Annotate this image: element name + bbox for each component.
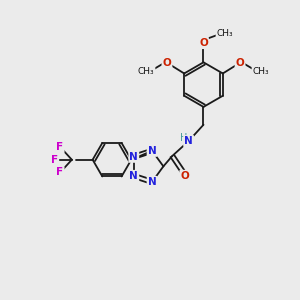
Text: O: O xyxy=(180,171,189,181)
Text: F: F xyxy=(56,142,64,152)
Text: N: N xyxy=(129,152,138,162)
Text: CH₃: CH₃ xyxy=(138,68,154,76)
Text: N: N xyxy=(184,136,193,146)
Text: N: N xyxy=(129,171,138,181)
Text: N: N xyxy=(148,177,157,187)
Text: O: O xyxy=(163,58,171,68)
Text: O: O xyxy=(236,58,244,68)
Text: CH₃: CH₃ xyxy=(253,68,269,76)
Text: F: F xyxy=(56,167,64,177)
Text: O: O xyxy=(199,38,208,48)
Text: N: N xyxy=(148,146,157,156)
Text: H: H xyxy=(180,133,187,142)
Text: CH₃: CH₃ xyxy=(217,29,233,38)
Text: F: F xyxy=(51,155,58,165)
